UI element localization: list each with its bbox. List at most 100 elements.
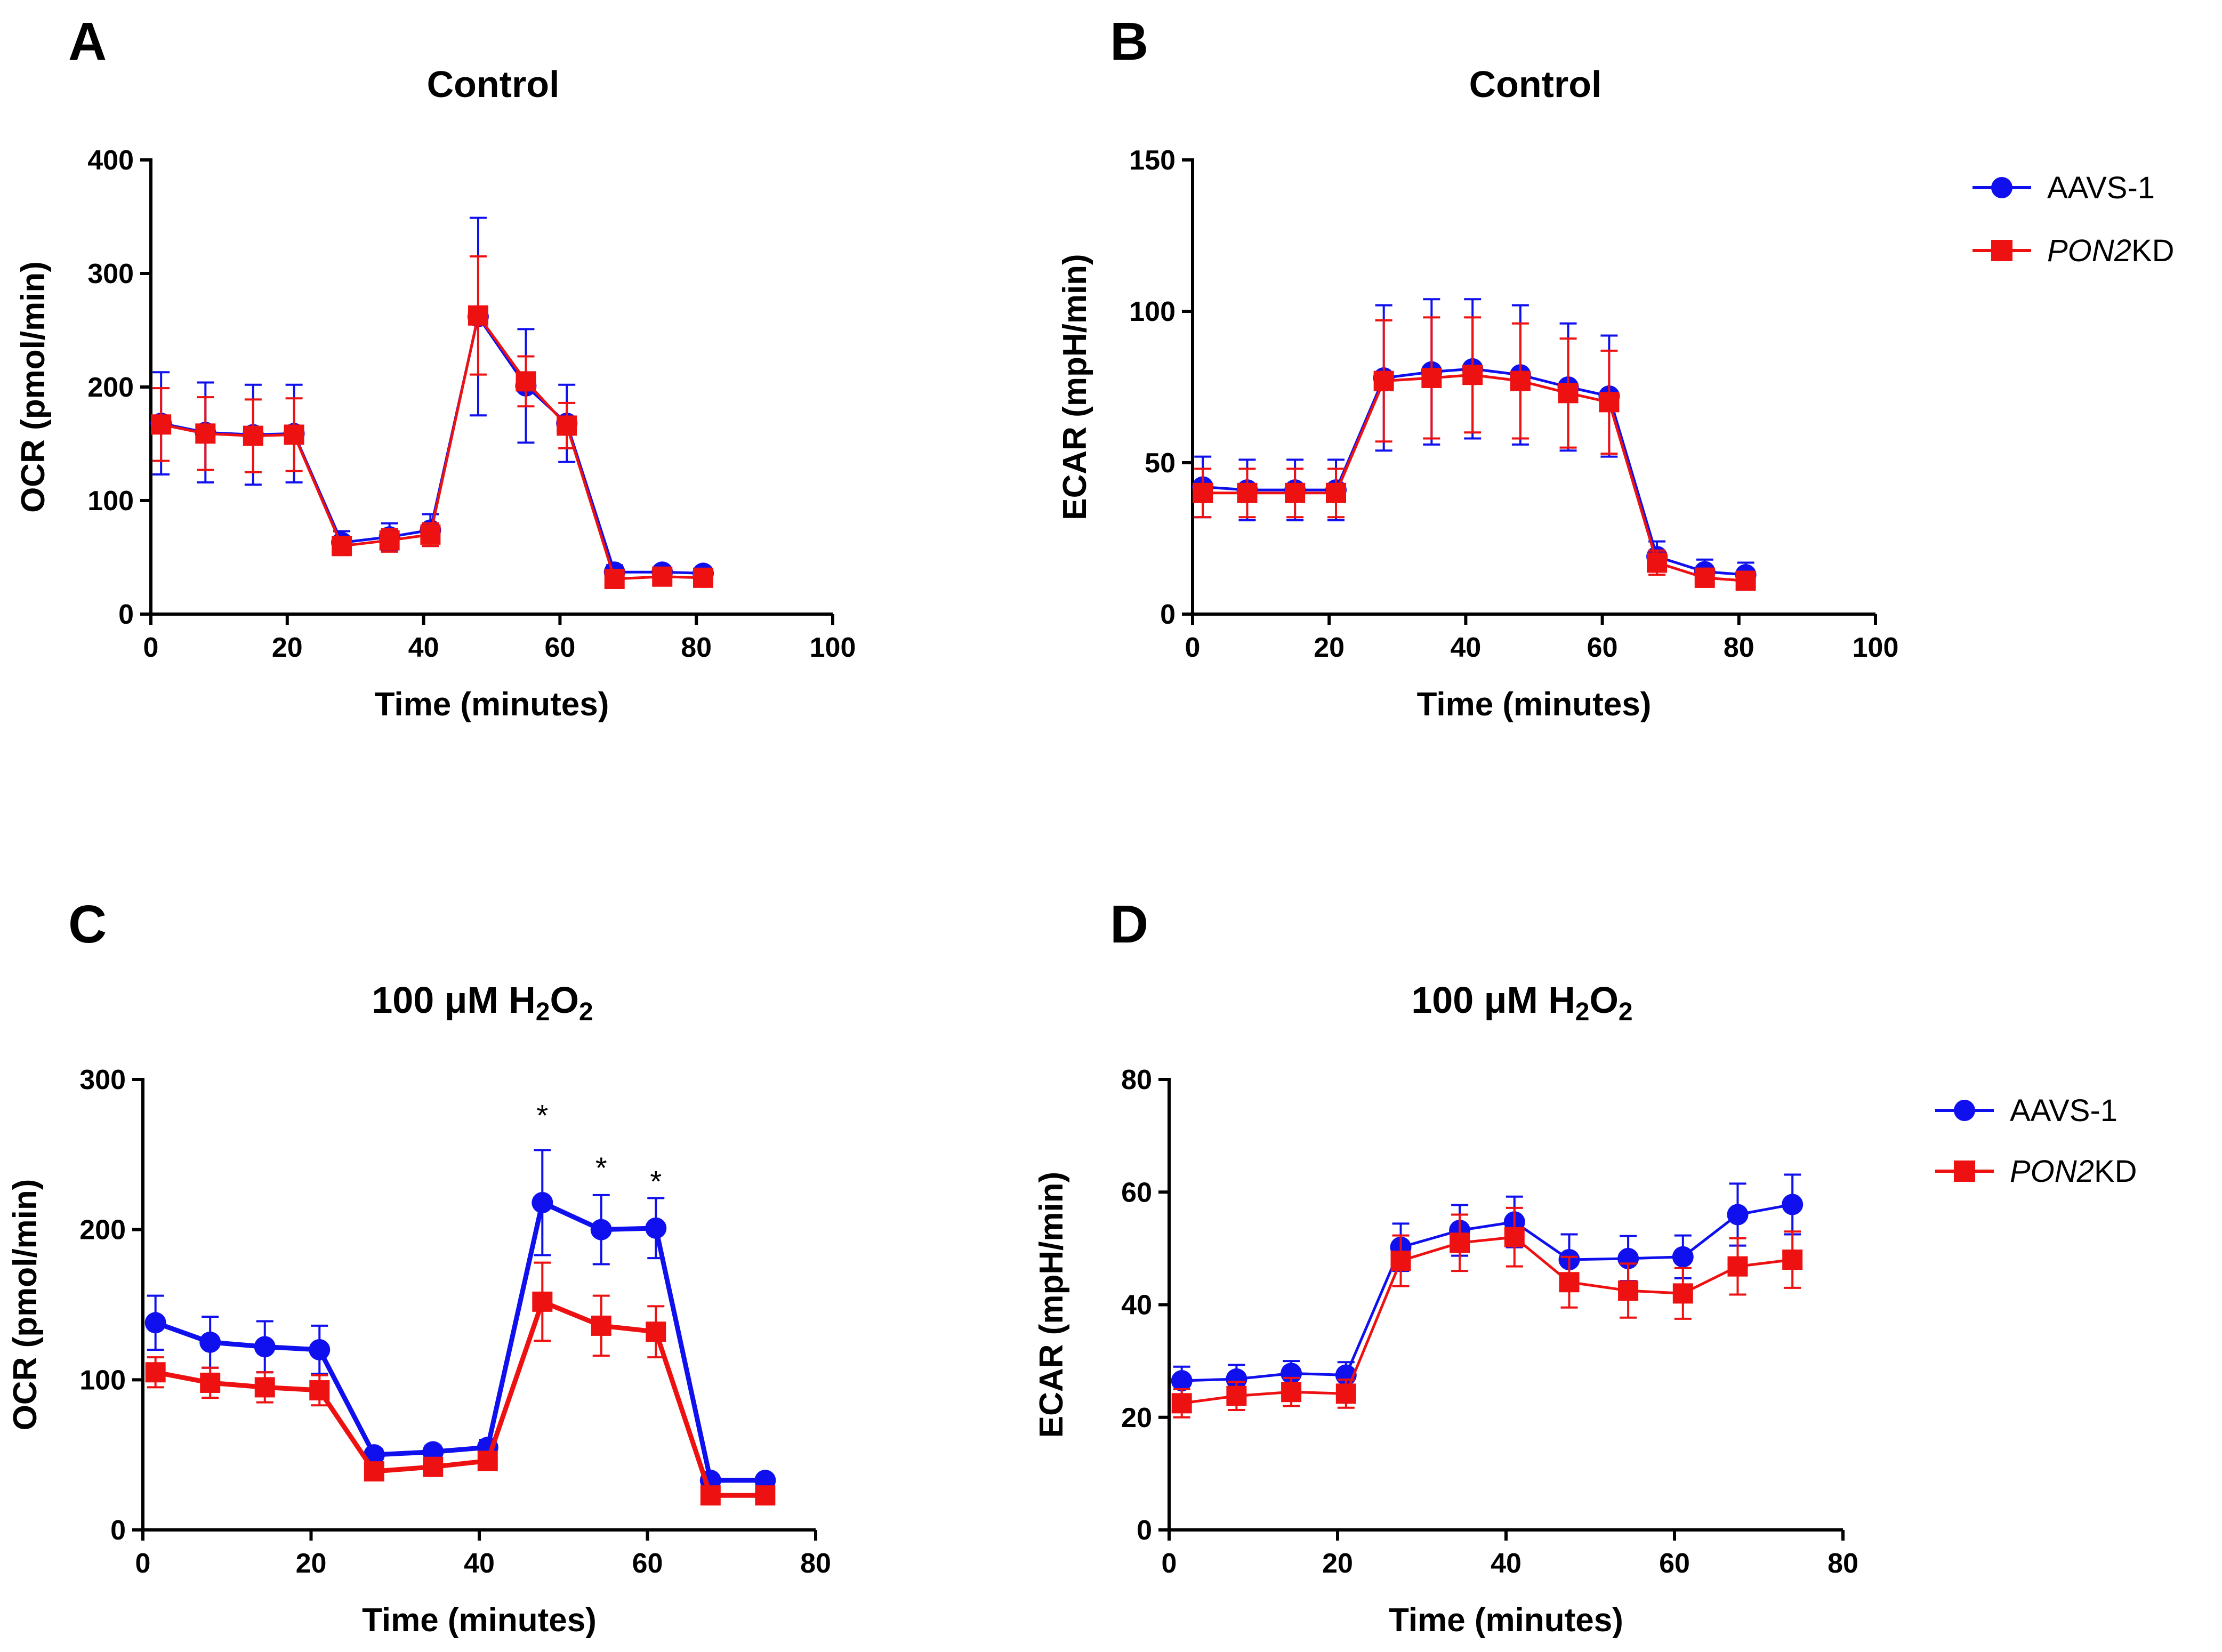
panel-a-series-pon2-point	[284, 424, 304, 445]
panel-c-series-aavs-point	[199, 1331, 221, 1353]
panel-d-y-tick-label: 20	[1121, 1403, 1152, 1433]
panel-c-title-tail: O	[550, 979, 578, 1021]
panel-a-y-tick-label: 300	[87, 259, 134, 289]
panel-d-series-pon2-point	[1171, 1393, 1192, 1414]
panel-a-x-tick-label: 100	[810, 632, 856, 663]
panel-b-plot: 0 50 100 150 0 20 40 60 80 100 Time (minutes) ECAR …	[1057, 145, 1898, 723]
panel-d-y-tick-label: 40	[1121, 1290, 1152, 1321]
legend-bottom-pon2-suffix: KD	[2094, 1154, 2137, 1189]
panel-d-x-axis-label: Time (minutes)	[1389, 1602, 1623, 1639]
panel-b-series-pon2-point	[1647, 552, 1668, 573]
panel-a-series-pon2	[151, 255, 713, 589]
panel-b-x-tick-label: 100	[1853, 632, 1899, 663]
panel-d-title-sub1: 2	[1575, 998, 1590, 1026]
panel-c-x-tick-label: 20	[296, 1548, 327, 1579]
panel-c-y-tick-label: 0	[110, 1515, 126, 1546]
legend-top-pon2-marker	[1991, 240, 2012, 261]
panel-c-series-aavs-line	[155, 1200, 766, 1483]
panel-c-series-aavs-point	[144, 1312, 166, 1334]
legend-top-pon2-suffix: KD	[2131, 233, 2175, 268]
panel-c-y-axis-label: OCR (pmol/min)	[7, 1179, 44, 1431]
panel-c-x-tick-label: 60	[632, 1548, 663, 1579]
panel-c-x-tick-label: 40	[464, 1548, 495, 1579]
panel-b-x-tick-label: 80	[1724, 632, 1754, 663]
panel-d-y-tick-label: 0	[1137, 1515, 1152, 1546]
legend-bottom-pon2-label: PON2KD	[2010, 1154, 2137, 1189]
panel-d-x-tick-label: 20	[1322, 1548, 1353, 1579]
panel-c-series-aavs-point	[309, 1339, 331, 1360]
panel-d-series-pon2-point	[1782, 1250, 1803, 1270]
panel-b: B Control 0 50 100 150 0 20 40 60 80 100 Time (min…	[1057, 12, 1898, 723]
panel-b-y-axis-label: ECAR (mpH/min)	[1057, 254, 1093, 520]
panel-c-title-sub1: 2	[536, 998, 550, 1026]
panel-c-series-pon2-point	[477, 1450, 498, 1471]
panel-b-series-pon2-point	[1694, 567, 1715, 588]
panel-c-series-pon2-point	[200, 1372, 221, 1393]
panel-letter-c: C	[68, 895, 107, 954]
panel-a-series-pon2-point	[332, 536, 352, 557]
panel-b-series-pon2-point	[1510, 370, 1531, 391]
panel-c-series-pon2-point	[532, 1291, 553, 1312]
panel-d-y-axis-label: ECAR (mpH/min)	[1033, 1172, 1070, 1438]
panel-a-x-tick-label: 60	[544, 632, 575, 663]
panel-d-series-pon2-point	[1672, 1283, 1693, 1304]
panel-b-series-aavs-line	[1203, 367, 1746, 576]
panel-d-series-aavs-point	[1727, 1204, 1749, 1226]
panel-c-series-aavs-point	[532, 1191, 553, 1213]
panel-a-title: Control	[427, 63, 560, 105]
legend-top-pon2-italic: PON2	[2047, 233, 2131, 268]
panel-a-series-pon2-point	[151, 414, 172, 435]
panel-c-significance-star: *	[595, 1151, 607, 1184]
panel-d-y-tick-label: 60	[1121, 1177, 1152, 1208]
panel-a-series-pon2-point	[420, 524, 441, 545]
panel-b-x-tick-label: 40	[1450, 632, 1481, 663]
panel-d-series-pon2-point	[1727, 1256, 1748, 1277]
panel-b-x-tick-label: 20	[1314, 632, 1345, 663]
panel-d-title-sub2: 2	[1619, 998, 1633, 1026]
panel-letter-d: D	[1110, 895, 1148, 954]
panel-a-series-pon2-point	[652, 566, 673, 587]
legend-bottom-pon2-marker	[1954, 1161, 1975, 1182]
panel-a-title-main: Control	[427, 63, 560, 105]
panel-d-x-tick-label: 60	[1659, 1548, 1690, 1579]
panel-d-series-pon2-point	[1559, 1272, 1580, 1293]
panel-d-series-aavs-line	[1181, 1203, 1793, 1382]
panel-c-series-pon2-point	[364, 1461, 384, 1482]
panel-c-x-tick-label: 0	[135, 1548, 151, 1579]
panel-b-series-pon2-point	[1558, 383, 1579, 404]
panel-d-series-pon2-point	[1335, 1383, 1356, 1404]
panel-a-series-pon2-point	[693, 567, 713, 588]
panel-d-series-pon2-point	[1504, 1227, 1525, 1247]
panel-a-series-pon2-point	[468, 305, 488, 326]
panel-c-y-tick-label: 300	[79, 1065, 126, 1095]
panel-c-x-tick-label: 80	[800, 1548, 831, 1579]
panel-d-series-pon2-point	[1281, 1382, 1302, 1403]
panel-d-title-main: 100 μM H	[1411, 979, 1575, 1021]
panel-a-plot: 0 100 200 300 400 0 20 40 60 80 100 Time (minutes) O…	[15, 145, 856, 723]
panel-d-series-pon2-point	[1390, 1251, 1411, 1271]
panel-c-series-pon2-point	[309, 1380, 330, 1401]
panel-b-series-pon2-point	[1462, 365, 1483, 385]
panel-c-series-aavs-point	[645, 1217, 667, 1239]
panel-a-x-tick-label: 40	[408, 632, 439, 663]
panel-a-x-tick-label: 0	[143, 632, 159, 663]
panel-d-title-tail: O	[1589, 979, 1618, 1021]
legend-top-aavs-label: AAVS-1	[2047, 171, 2155, 205]
panel-a-x-axis-label: Time (minutes)	[375, 686, 609, 723]
panel-d-x-tick-label: 80	[1827, 1548, 1858, 1579]
panel-d-series-pon2-point	[1226, 1385, 1247, 1406]
panel-b-series-pon2-point	[1326, 482, 1347, 503]
panel-b-x-tick-label: 60	[1587, 632, 1618, 663]
panel-a-x-tick-label: 20	[272, 632, 303, 663]
panel-letter-a: A	[68, 12, 107, 71]
panel-b-y-tick-label: 0	[1160, 599, 1176, 630]
panel-b-series-pon2-point	[1193, 482, 1213, 503]
panel-d-series-pon2	[1171, 1206, 1803, 1419]
panel-b-series-pon2-point	[1373, 370, 1394, 391]
panel-b-series-aavs	[1192, 298, 1757, 588]
panel-c-series-aavs-point	[590, 1219, 612, 1240]
panel-a-series-pon2-point	[604, 568, 625, 589]
legend-bottom-aavs-marker	[1954, 1100, 1975, 1121]
